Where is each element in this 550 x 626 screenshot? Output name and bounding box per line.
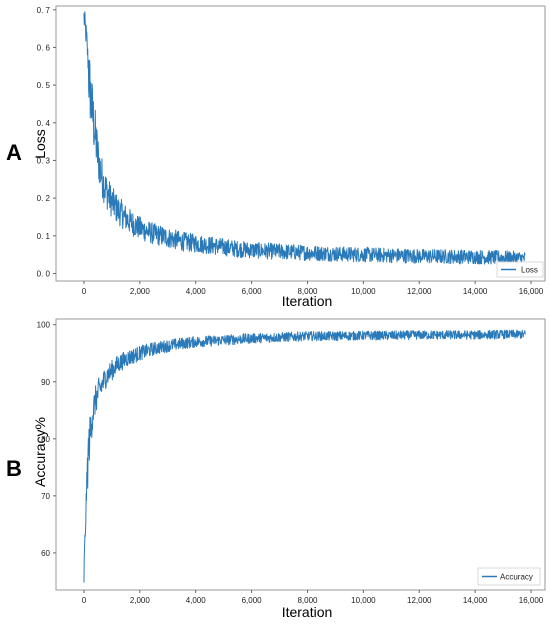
accuracy-x-tick-label: 0 — [82, 596, 87, 605]
loss-y-tick-label: 0. 2 — [37, 194, 51, 203]
loss-chart-panel: A Loss Iteration 0 2,000 4,000 6,000 8,000 10… — [6, 5, 546, 309]
accuracy-legend-box — [477, 567, 541, 586]
accuracy-x-tick-label: 2,000 — [130, 596, 151, 605]
panel-letter-b: B — [6, 456, 22, 481]
accuracy-y-tick-label: 100 — [37, 321, 51, 330]
loss-x-tick-label: 14,000 — [463, 287, 488, 296]
loss-y-tick-label: 0. 3 — [37, 156, 51, 165]
accuracy-legend-label: Accuracy — [500, 573, 533, 582]
accuracy-x-tick-label: 14,000 — [463, 596, 488, 605]
loss-x-tick-label: 4,000 — [186, 287, 207, 296]
loss-x-tick-label: 12,000 — [407, 287, 432, 296]
loss-y-tick-label: 0. 6 — [37, 43, 51, 52]
accuracy-x-tick-label: 6,000 — [242, 596, 263, 605]
accuracy-chart-panel: B Accuracy% Iteration 0 2,000 4,000 6,000 8,… — [6, 318, 546, 620]
loss-plot-frame — [55, 5, 546, 282]
loss-x-tick-label: 8,000 — [297, 287, 318, 296]
accuracy-y-tick-label: 80 — [41, 435, 50, 444]
loss-legend: Loss — [496, 261, 544, 278]
loss-x-tick-label: 2,000 — [130, 287, 151, 296]
accuracy-axis-ticks: 0 2,000 4,000 6,000 8,000 10,000 12,000 14,000 1… — [37, 321, 544, 605]
loss-x-axis-title: Iteration — [282, 293, 333, 309]
loss-legend-box — [496, 261, 544, 278]
loss-series-line — [83, 11, 526, 266]
loss-x-tick-label: 10,000 — [351, 287, 376, 296]
loss-y-tick-label: 0. 0 — [37, 269, 51, 278]
loss-series-group — [83, 11, 526, 266]
loss-y-axis-title: Loss — [32, 129, 48, 159]
accuracy-x-axis-title: Iteration — [282, 604, 333, 620]
accuracy-x-tick-label: 16,000 — [519, 596, 544, 605]
loss-x-tick-label: 0 — [82, 287, 87, 296]
accuracy-x-tick-label: 4,000 — [186, 596, 207, 605]
accuracy-legend: Accuracy — [477, 567, 541, 586]
accuracy-plot-frame — [55, 318, 546, 591]
accuracy-y-axis-title: Accuracy% — [32, 417, 48, 487]
accuracy-series-line — [83, 329, 526, 583]
loss-y-tick-label: 0. 7 — [37, 6, 51, 15]
loss-x-tick-label: 16,000 — [519, 287, 544, 296]
accuracy-x-tick-label: 12,000 — [407, 596, 432, 605]
accuracy-y-tick-label: 90 — [41, 378, 50, 387]
loss-y-tick-label: 0. 4 — [37, 119, 51, 128]
loss-y-tick-label: 0. 5 — [37, 81, 51, 90]
accuracy-x-tick-label: 10,000 — [351, 596, 376, 605]
panel-letter-a: A — [6, 140, 22, 165]
accuracy-y-tick-label: 70 — [41, 492, 50, 501]
loss-y-tick-label: 0. 1 — [37, 232, 51, 241]
loss-legend-label: Loss — [521, 266, 538, 275]
accuracy-x-tick-label: 8,000 — [297, 596, 318, 605]
loss-x-tick-label: 6,000 — [242, 287, 263, 296]
accuracy-series-group — [83, 329, 526, 583]
accuracy-y-tick-label: 60 — [41, 549, 50, 558]
loss-axis-ticks: 0 2,000 4,000 6,000 8,000 10,000 12,000 14,000 1… — [37, 6, 544, 296]
